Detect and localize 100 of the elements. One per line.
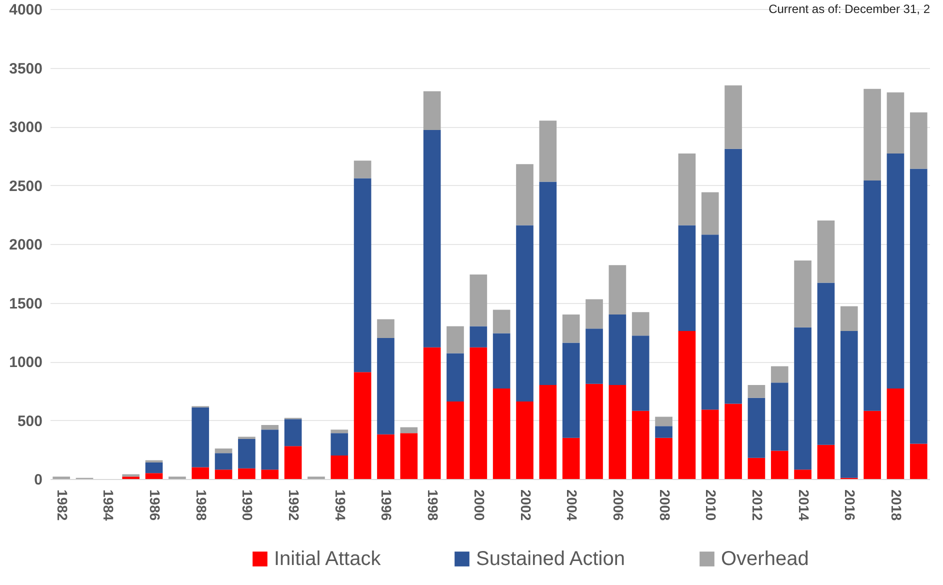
y-tick-label: 3500	[9, 60, 42, 78]
bar	[864, 88, 881, 181]
bar	[238, 439, 256, 468]
x-tick-label: 1996	[378, 490, 395, 521]
bar	[261, 470, 279, 479]
x-tick-label: 2000	[471, 490, 488, 521]
y-tick-label: 3000	[9, 119, 42, 136]
bar	[770, 382, 788, 451]
x-tick-label: 2002	[518, 490, 534, 521]
bar	[632, 336, 650, 411]
bar	[377, 434, 394, 479]
bar	[678, 330, 696, 479]
x-tick-label: 1990	[240, 490, 256, 521]
bar	[446, 326, 464, 354]
x-tick-label: 2004	[564, 490, 580, 521]
bar	[886, 154, 904, 389]
legend-label: Sustained Action	[476, 548, 625, 570]
x-tick-label: 2010	[703, 490, 720, 521]
bar	[817, 444, 835, 479]
bar	[192, 467, 210, 479]
bar	[330, 433, 348, 456]
bar	[562, 314, 580, 343]
y-tick-label: 2000	[9, 236, 42, 254]
bar	[423, 91, 441, 130]
bar	[470, 347, 488, 479]
bar	[214, 453, 232, 470]
bar	[748, 458, 766, 479]
bar	[516, 401, 534, 479]
bar	[354, 372, 372, 479]
bar	[423, 347, 441, 479]
bar	[655, 416, 672, 426]
x-tick-label: 1986	[147, 490, 164, 521]
bar	[770, 366, 788, 383]
bar	[539, 385, 557, 479]
bar	[655, 426, 672, 438]
bar	[238, 436, 256, 440]
bar	[701, 410, 719, 479]
x-tick-label: 1994	[332, 490, 348, 521]
x-tick-label: 2008	[656, 490, 673, 521]
bar	[261, 430, 279, 470]
x-tick-label: 1998	[425, 490, 442, 521]
y-tick-label: 4000	[9, 2, 42, 18]
bar	[516, 225, 534, 402]
y-tick-label: 0	[34, 472, 42, 488]
y-tick-label: 1500	[9, 295, 42, 312]
x-tick-label: 2018	[888, 490, 904, 521]
bar	[817, 282, 835, 445]
bar	[886, 388, 904, 479]
bar	[586, 299, 603, 329]
x-tick-label: 1982	[54, 490, 70, 521]
bar	[840, 306, 858, 331]
bar	[586, 328, 603, 384]
bar	[284, 446, 302, 479]
bar	[724, 404, 742, 479]
bar	[608, 385, 626, 479]
bar	[145, 473, 163, 479]
bar	[446, 401, 464, 479]
bar	[377, 319, 394, 338]
bar	[516, 164, 534, 226]
bar	[400, 427, 418, 434]
bar	[678, 225, 696, 331]
bar	[608, 265, 626, 314]
bar	[330, 430, 348, 434]
bar	[608, 314, 626, 385]
legend-label: Initial Attack	[274, 548, 382, 570]
bar	[261, 424, 279, 430]
bar	[701, 192, 719, 235]
bar	[840, 330, 858, 478]
bar	[492, 333, 510, 389]
bar	[770, 450, 788, 479]
bar	[470, 274, 488, 326]
bar	[192, 407, 210, 468]
bar	[701, 234, 719, 410]
bar	[748, 385, 766, 398]
bar	[377, 338, 394, 434]
y-tick-label: 500	[17, 412, 42, 430]
bar	[145, 462, 163, 474]
x-tick-label: 1988	[193, 490, 210, 521]
x-tick-label: 2016	[842, 490, 858, 521]
bar	[214, 448, 232, 454]
x-tick-label: 1984	[100, 490, 117, 521]
bar	[400, 433, 418, 479]
bar	[655, 438, 672, 479]
annotation: Current as of: December 31, 2	[768, 2, 930, 16]
bar	[864, 410, 881, 479]
bar	[330, 456, 348, 479]
bar	[354, 160, 372, 178]
bar	[910, 444, 928, 479]
bar	[492, 310, 510, 334]
bar	[794, 260, 812, 328]
x-tick-label: 2012	[749, 490, 766, 521]
y-tick-label: 2500	[9, 178, 42, 195]
legend-label: Overhead	[721, 548, 809, 570]
y-tick-label: 1000	[9, 354, 42, 371]
bar	[678, 154, 696, 226]
bar	[724, 85, 742, 149]
bar	[562, 438, 580, 479]
bar	[539, 182, 557, 385]
bar	[214, 470, 232, 479]
bar	[354, 178, 372, 372]
